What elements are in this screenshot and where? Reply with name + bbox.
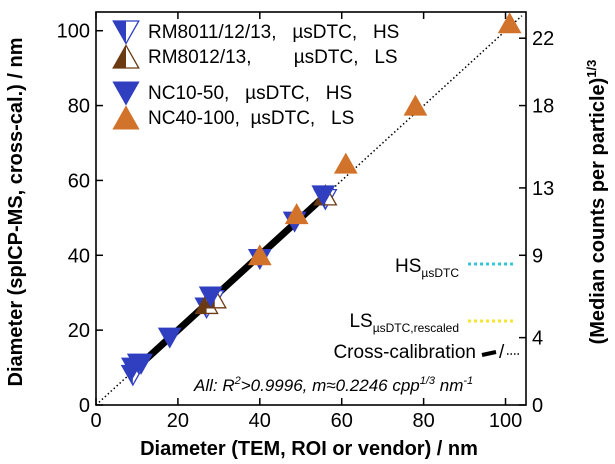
annotation-unit: nm — [435, 376, 463, 395]
y2-tick-label: 13 — [532, 178, 554, 200]
series-4-point — [247, 244, 272, 266]
plot-frame — [95, 11, 527, 406]
annotation-prefix: All: R — [193, 376, 235, 395]
y-axis-title: Diameter (spICP-MS, cross-cal.) / nm — [5, 38, 27, 387]
y2-tick-label: 4 — [532, 328, 543, 350]
x-tick-label: 40 — [249, 410, 271, 432]
annotation-cpp-sup: 1/3 — [420, 375, 436, 387]
series-3-point-shape — [157, 327, 182, 349]
series-4-point-shape — [333, 152, 358, 174]
series-3-point — [311, 185, 336, 207]
x-tick-label: 100 — [489, 410, 522, 432]
y2-tick-label: 0 — [532, 395, 543, 417]
axes: 0 20 40 60 80 100 0 20 40 60 80 100 0 4 9 13 18 22 — [57, 12, 554, 432]
fit-annotation: All: R2>0.9996, m≈0.2246 cpp1/3 nm-1 — [193, 375, 473, 395]
line-legend-ls: LSµsDTC,rescaled — [349, 311, 459, 335]
series-4-point-shape — [403, 94, 428, 116]
series-3-point — [157, 327, 182, 349]
y2-tick-label: 9 — [532, 245, 543, 267]
y2-tick-label: 22 — [532, 28, 554, 50]
series-4-point — [333, 152, 358, 174]
x-tick-label: 80 — [412, 410, 434, 432]
legend-marker-4 — [112, 105, 140, 130]
legend-marker-3-shape — [112, 81, 140, 106]
line-legend-ls-sub: µsDTC,rescaled — [373, 321, 459, 335]
series-3-point — [198, 286, 223, 308]
y-tick-label: 20 — [68, 320, 90, 342]
legend-marker-2 — [112, 44, 140, 69]
legend-entry-2: RM8012/13, µsDTC, LS — [148, 47, 398, 68]
line-legend-hs: HSµsDTC — [395, 256, 459, 280]
legend-entry-1: RM8011/12/13, µsDTC, HS — [148, 22, 399, 43]
line-legend-hs-sub: µsDTC — [421, 266, 459, 280]
annotation-mid: >0.9996, m≈0.2246 cpp — [241, 376, 420, 395]
series-4-point-shape — [497, 12, 522, 34]
y2-tick-label: 18 — [532, 96, 554, 118]
series-4-point-shape — [247, 244, 272, 266]
line-legend-hs-main: HS — [395, 256, 421, 277]
series-4-point — [497, 12, 522, 34]
y-tick-label: 0 — [79, 395, 90, 417]
x-tick-label: 20 — [167, 410, 189, 432]
series-3-point-shape — [198, 286, 223, 308]
legend-marker-4-shape — [112, 105, 140, 130]
legend: RM8011/12/13, µsDTC, HS RM8012/13, µsDTC… — [112, 20, 399, 130]
series-4-point — [403, 94, 428, 116]
line-legend-cross-solid — [481, 350, 497, 357]
series-4-point — [284, 203, 309, 225]
legend-marker-3 — [112, 81, 140, 106]
y2-axis-title-base: (Median counts per particle) — [587, 78, 609, 345]
y2-axis-title: (Median counts per particle)1/3 — [584, 60, 609, 345]
legend-entry-4: NC40-100, µsDTC, LS — [148, 108, 354, 129]
x-tick-label: 60 — [331, 410, 353, 432]
line-legend-ls-main: LS — [349, 311, 372, 332]
y-tick-label: 40 — [68, 245, 90, 267]
data-markers — [120, 12, 522, 387]
line-legend-cross-sep: / — [499, 342, 505, 363]
line-legend-cross: Cross-calibration — [333, 342, 476, 363]
series-4-point-shape — [284, 203, 309, 225]
legend-entry-3: NC10-50, µsDTC, HS — [148, 83, 352, 104]
x-tick-label: 0 — [90, 410, 101, 432]
y-tick-label: 60 — [68, 170, 90, 192]
series-3-point — [129, 353, 153, 375]
x-axis-title: Diameter (TEM, ROI or vendor) / nm — [140, 438, 478, 460]
line-legend: HSµsDTC LSµsDTC,rescaled Cross-calibrati… — [333, 256, 519, 363]
annotation-r-sup: 2 — [234, 375, 241, 387]
y2-axis-title-sup: 1/3 — [584, 60, 599, 78]
series-3-point-shape — [311, 185, 336, 207]
annotation-unit-sup: -1 — [463, 375, 473, 387]
y-tick-label: 80 — [68, 96, 90, 118]
legend-markers — [112, 20, 140, 130]
series-3-point-shape — [129, 353, 153, 375]
legend-marker-1 — [112, 20, 140, 45]
y-tick-label: 100 — [57, 21, 90, 43]
